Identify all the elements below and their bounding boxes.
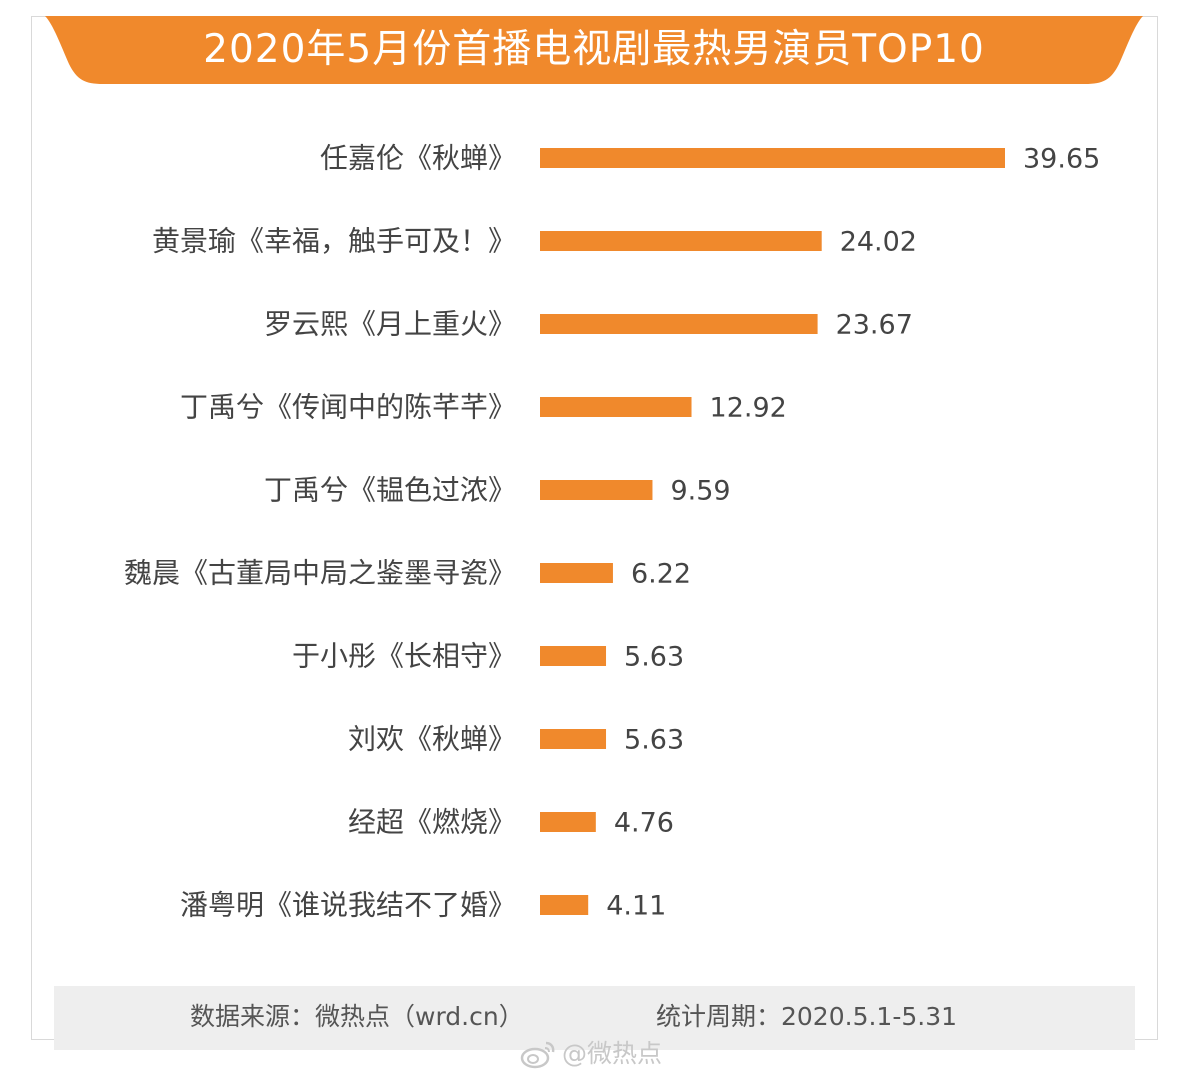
- bar: [540, 563, 613, 583]
- bar: [540, 148, 1005, 168]
- value-label: 9.59: [670, 476, 730, 507]
- watermark: @微热点: [520, 1034, 662, 1074]
- data-source-text: 数据来源：微热点（wrd.cn）: [190, 1002, 524, 1031]
- bar: [540, 480, 653, 500]
- bar: [540, 397, 692, 417]
- statistics-period-text: 统计周期：2020.5.1-5.31: [656, 1002, 958, 1031]
- bar: [540, 646, 607, 666]
- value-label: 4.11: [606, 891, 666, 922]
- watermark-text: @微热点: [562, 1039, 663, 1068]
- bar: [540, 231, 822, 251]
- title-banner: [45, 16, 1143, 84]
- value-label: 5.63: [624, 642, 684, 673]
- value-label: 6.22: [631, 559, 691, 590]
- category-label: 于小彤《长相守》: [292, 640, 516, 673]
- value-label: 24.02: [840, 227, 917, 258]
- bar: [540, 314, 818, 334]
- category-label: 丁禹兮《传闻中的陈芊芊》: [180, 391, 516, 424]
- category-label: 潘粤明《谁说我结不了婚》: [180, 889, 516, 922]
- bar: [540, 729, 607, 749]
- chart-card: [31, 16, 1158, 1040]
- category-label: 刘欢《秋蝉》: [348, 723, 516, 756]
- value-label: 4.76: [614, 808, 674, 839]
- category-label: 经超《燃烧》: [348, 806, 516, 839]
- bar: [540, 812, 596, 832]
- value-label: 23.67: [836, 310, 913, 341]
- value-label: 5.63: [624, 725, 684, 756]
- value-label: 39.65: [1023, 144, 1100, 175]
- footer-bar: [54, 986, 1135, 1050]
- category-label: 罗云熙《月上重火》: [264, 308, 516, 341]
- value-label: 12.92: [710, 393, 787, 424]
- weibo-icon: [520, 1039, 556, 1069]
- category-label: 黄景瑜《幸福，触手可及！》: [152, 225, 516, 258]
- category-label: 魏晨《古董局中局之鉴墨寻瓷》: [124, 557, 516, 590]
- chart-title: 2020年5月份首播电视剧最热男演员TOP10: [203, 27, 985, 72]
- bar: [540, 895, 589, 915]
- category-label: 任嘉伦《秋蝉》: [320, 142, 516, 175]
- category-label: 丁禹兮《韫色过浓》: [264, 474, 516, 507]
